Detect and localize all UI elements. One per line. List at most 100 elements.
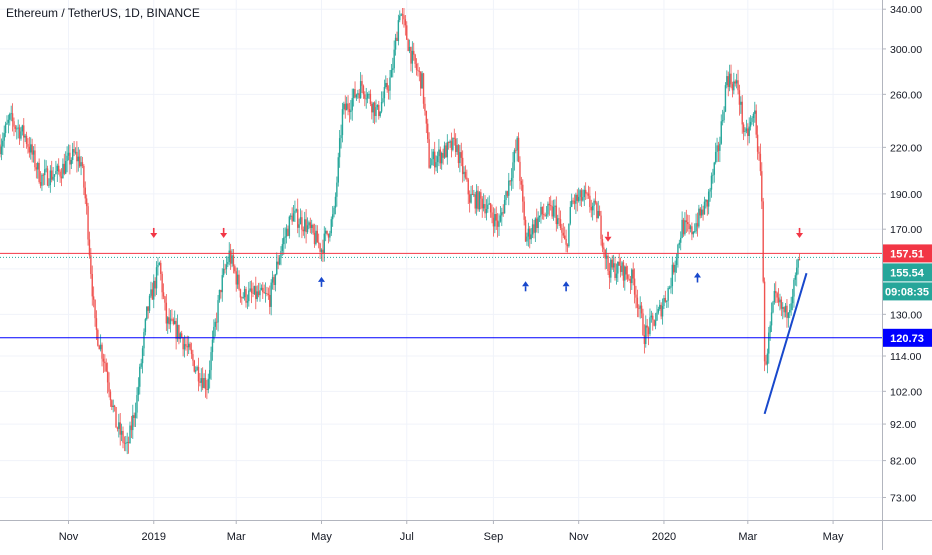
candle-body [783,307,785,313]
candle-body [594,200,597,203]
candle-body [726,76,728,86]
candle-body [207,378,209,390]
candle-body [487,204,489,210]
candle-body [231,255,233,264]
candle-body [576,194,578,201]
candle-body [127,441,130,443]
candle-body [132,415,134,431]
candle-body [738,90,741,105]
candle-body [480,192,482,199]
price-tick-label: 114.00 [890,351,921,363]
candle-body [83,165,85,188]
candle-body [506,191,509,196]
candle-body [646,325,648,328]
candle-body [291,215,293,222]
candle-body [675,258,678,265]
candle-body [587,193,590,196]
candle-body [67,152,70,156]
up-arrow-icon [562,281,570,287]
candle-body [140,363,142,367]
candle-body [193,360,195,372]
candle-body [389,77,391,91]
candle-body [495,214,497,221]
candle-body [652,315,654,320]
candle-body [723,111,725,121]
candle-body [724,85,727,112]
candle-body [590,206,592,211]
candle-body [248,290,250,302]
candle-body [740,101,742,105]
candle-body [333,207,335,215]
candle-body [496,220,499,227]
candle-body [153,280,155,300]
candle-body [250,288,253,294]
candle-body [30,144,32,153]
candle-body [410,46,412,64]
candle-body [492,217,495,227]
candle-body [776,293,778,298]
candle-body [649,317,651,335]
candle-body [407,39,409,51]
candle-body [439,149,442,164]
candle-body [59,171,61,177]
candle-body [755,110,757,135]
candle-body [625,266,627,275]
candle-body [680,237,682,243]
last-price-label-bg [883,263,932,282]
candle-body [772,302,774,313]
candle-body [69,152,71,165]
candle-body [320,249,323,252]
candle-body [146,306,148,320]
candle-body [365,98,367,100]
candle-body [737,80,739,91]
candle-body [362,85,365,95]
candle-body [742,124,745,133]
candle-body [87,206,89,240]
candle-body [175,320,177,339]
candle-body [169,318,172,325]
candle-body [501,212,503,216]
candle-body [77,156,79,162]
candle-body [341,109,344,136]
candle-body [414,54,416,64]
candle-body [693,231,696,233]
candle-body [372,102,374,113]
trendline[interactable] [763,272,808,415]
candle-body [218,289,221,301]
candle-body [696,223,699,227]
candle-body [628,278,630,280]
price-tick-label: 73.00 [890,492,916,504]
candle-body [179,333,182,340]
candle-body [791,296,794,304]
candle-body [56,165,59,172]
candle-body [94,299,96,319]
candle-body [545,214,548,216]
countdown-label-bg [883,282,932,301]
candle-body [66,155,68,162]
candle-body [543,214,545,216]
candle-body [14,126,17,129]
price-tick-label: 190.00 [890,189,922,201]
candle-body [763,281,766,362]
candle-body [91,273,93,297]
candle-body [105,363,107,372]
candle-body [112,405,114,407]
candle-body [498,221,500,227]
candle-body [185,344,187,347]
candle-body [206,389,208,391]
time-tick-label: Nov [59,531,79,543]
candle-body [559,219,562,228]
candle-body [561,227,563,233]
candle-body [181,333,183,338]
candle-body [337,157,339,183]
candle-body [71,149,74,160]
candle-body [714,151,717,163]
candle-body [7,119,10,123]
candle-body [155,267,158,289]
candle-body [20,131,22,139]
candle-body [125,442,127,444]
candle-body [211,339,214,353]
candle-body [523,201,525,220]
